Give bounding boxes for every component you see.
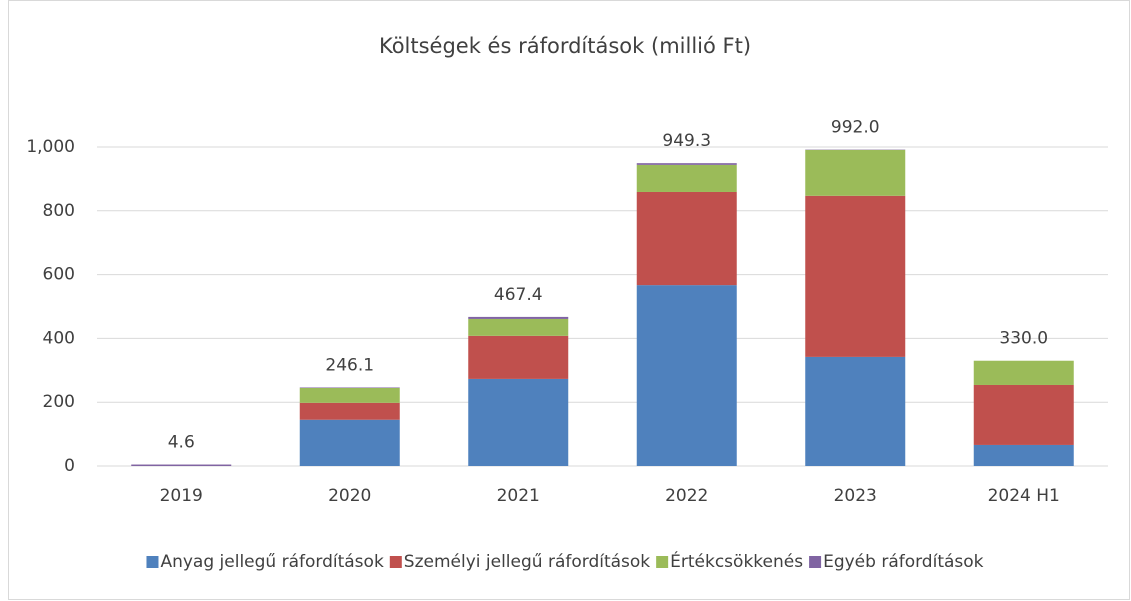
bar-segment [299, 402, 400, 420]
legend-label: Személyi jellegű ráfordítások [404, 552, 650, 572]
legend-swatch [146, 556, 159, 568]
legend-swatch [656, 556, 669, 568]
bar-segment [468, 335, 569, 379]
y-tick-label: 200 [43, 392, 75, 412]
y-tick-label: 0 [64, 456, 75, 476]
legend-label: Értékcsökkenés [670, 550, 803, 572]
bar-segment [468, 316, 569, 319]
legend-label: Anyag jellegű ráfordítások [160, 552, 383, 572]
bar-segment [973, 384, 1074, 445]
bar-segment [973, 360, 1074, 385]
bar-segment [636, 191, 737, 286]
legend-label: Egyéb ráfordítások [823, 552, 984, 572]
bar-segment [636, 164, 737, 192]
bar-segment [299, 387, 400, 389]
bar-segment [299, 388, 400, 403]
total-label: 4.6 [168, 433, 195, 453]
x-tick-label: 2020 [328, 486, 371, 506]
total-label: 246.1 [325, 355, 374, 375]
chart-frame [8, 0, 1130, 600]
total-label: 467.4 [494, 285, 543, 305]
total-label: 949.3 [662, 131, 711, 151]
legend-swatch [809, 556, 822, 568]
bar-segment [805, 195, 906, 357]
x-tick-label: 2021 [497, 486, 540, 506]
total-label: 992.0 [831, 118, 880, 138]
chart-title: Költségek és ráfordítások (millió Ft) [379, 34, 751, 58]
x-tick-label: 2023 [834, 486, 877, 506]
bar-segment [131, 464, 232, 466]
bar-segment [468, 318, 569, 336]
legend-swatch [389, 556, 402, 568]
bar-segment [973, 444, 1074, 466]
bar-segment [468, 378, 569, 466]
bar-segment [805, 356, 906, 466]
bar-segment [636, 163, 737, 165]
y-tick-label: 600 [43, 265, 75, 285]
x-tick-label: 2024 H1 [988, 486, 1060, 506]
y-tick-label: 800 [43, 201, 75, 221]
y-tick-label: 1,000 [26, 137, 75, 157]
bar-segment [805, 149, 906, 196]
total-label: 330.0 [999, 329, 1048, 349]
bar-segment [636, 285, 737, 466]
bar-segment [299, 419, 400, 466]
y-tick-label: 400 [43, 328, 75, 348]
x-tick-label: 2022 [665, 486, 708, 506]
x-tick-label: 2019 [160, 486, 203, 506]
